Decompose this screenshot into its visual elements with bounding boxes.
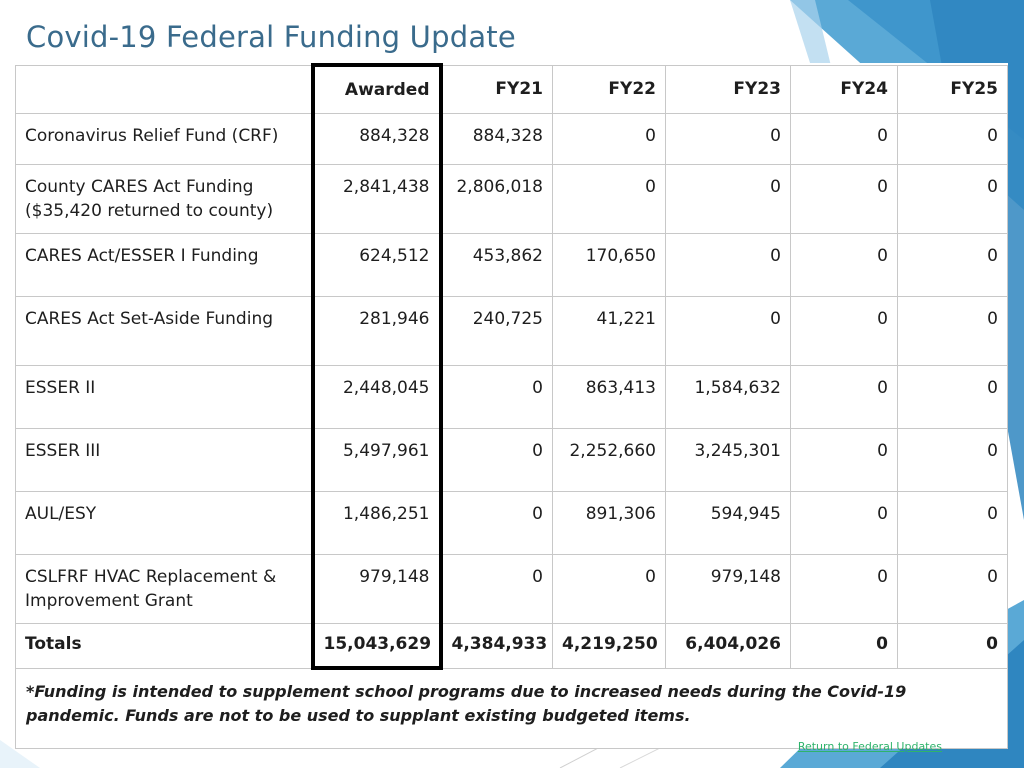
cell-fy22: 0: [552, 164, 666, 234]
cell-fy21: 240,725: [440, 296, 553, 366]
cell-awarded: 624,512: [310, 233, 443, 297]
cell-fy21: 2,806,018: [440, 164, 553, 234]
cell-fy22: 170,650: [552, 233, 666, 297]
table-row: Coronavirus Relief Fund (CRF) 884,328 88…: [15, 113, 1008, 165]
cell-fy23: 979,148: [665, 554, 791, 624]
cell-fy25: 0: [897, 233, 1008, 297]
cell-fy21: 884,328: [440, 113, 553, 165]
cell-fy23: 0: [665, 164, 791, 234]
cell-awarded: 884,328: [310, 113, 443, 165]
header-cell-awarded: Awarded: [310, 63, 443, 114]
table-row: AUL/ESY 1,486,251 0 891,306 594,945 0 0: [15, 491, 1008, 555]
cell-fy22: 0: [552, 554, 666, 624]
cell-awarded: 5,497,961: [310, 428, 443, 492]
cell-fy25: 0: [897, 554, 1008, 624]
table-row: CARES Act/ESSER I Funding 624,512 453,86…: [15, 233, 1008, 297]
row-label: CSLFRF HVAC Replacement & Improvement Gr…: [15, 554, 313, 624]
cell-fy24: 0: [790, 491, 898, 555]
table-row: County CARES Act Funding ($35,420 return…: [15, 164, 1008, 234]
table-row: CSLFRF HVAC Replacement & Improvement Gr…: [15, 554, 1008, 624]
cell-fy25: 0: [897, 113, 1008, 165]
row-label: AUL/ESY: [15, 491, 313, 555]
cell-fy25: 0: [897, 428, 1008, 492]
totals-label: Totals: [15, 623, 313, 669]
cell-fy24: 0: [790, 365, 898, 429]
cell-fy25: 0: [897, 491, 1008, 555]
cell-fy25: 0: [897, 365, 1008, 429]
header-cell-fy25: FY25: [897, 64, 1008, 114]
cell-fy22: 863,413: [552, 365, 666, 429]
cell-fy23: 594,945: [665, 491, 791, 555]
table-row: ESSER III 5,497,961 0 2,252,660 3,245,30…: [15, 428, 1008, 492]
header-cell-fy24: FY24: [790, 64, 898, 114]
cell-fy23: 0: [665, 296, 791, 366]
cell-fy21: 0: [440, 491, 553, 555]
table-row: ESSER II 2,448,045 0 863,413 1,584,632 0…: [15, 365, 1008, 429]
cell-fy21: 0: [440, 428, 553, 492]
total-fy22: 4,219,250: [552, 623, 666, 669]
funding-table: Awarded FY21 FY22 FY23 FY24 FY25 Coronav…: [15, 63, 1008, 749]
row-label: CARES Act/ESSER I Funding: [15, 233, 313, 297]
cell-fy21: 0: [440, 365, 553, 429]
cell-awarded: 2,841,438: [310, 164, 443, 234]
cell-fy24: 0: [790, 164, 898, 234]
total-fy24: 0: [790, 623, 898, 669]
row-label: CARES Act Set-Aside Funding: [15, 296, 313, 366]
total-fy21: 4,384,933: [440, 623, 553, 669]
row-label: ESSER II: [15, 365, 313, 429]
header-cell-fy23: FY23: [665, 64, 791, 114]
cell-fy21: 0: [440, 554, 553, 624]
cell-awarded: 1,486,251: [310, 491, 443, 555]
footnote-row: *Funding is intended to supplement schoo…: [15, 667, 1008, 749]
page-title: Covid-19 Federal Funding Update: [26, 20, 516, 54]
header-cell-empty: [15, 64, 313, 114]
cell-fy25: 0: [897, 164, 1008, 234]
totals-row: Totals 15,043,629 4,384,933 4,219,250 6,…: [15, 623, 1008, 670]
return-link[interactable]: Return to Federal Updates: [797, 740, 942, 753]
cell-awarded: 2,448,045: [310, 365, 443, 429]
cell-fy22: 891,306: [552, 491, 666, 555]
cell-fy23: 1,584,632: [665, 365, 791, 429]
cell-fy24: 0: [790, 113, 898, 165]
cell-fy22: 0: [552, 113, 666, 165]
cell-fy22: 41,221: [552, 296, 666, 366]
cell-fy25: 0: [897, 296, 1008, 366]
cell-fy24: 0: [790, 554, 898, 624]
cell-awarded: 979,148: [310, 554, 443, 624]
row-label: Coronavirus Relief Fund (CRF): [15, 113, 313, 165]
funding-footnote: *Funding is intended to supplement schoo…: [15, 667, 1008, 749]
total-awarded: 15,043,629: [310, 623, 443, 670]
cell-fy22: 2,252,660: [552, 428, 666, 492]
table-row: CARES Act Set-Aside Funding 281,946 240,…: [15, 296, 1008, 366]
header-cell-fy21: FY21: [440, 64, 553, 114]
cell-fy23: 0: [665, 113, 791, 165]
cell-fy21: 453,862: [440, 233, 553, 297]
cell-awarded: 281,946: [310, 296, 443, 366]
row-label: ESSER III: [15, 428, 313, 492]
total-fy25: 0: [897, 623, 1008, 669]
cell-fy24: 0: [790, 428, 898, 492]
funding-table-container: Awarded FY21 FY22 FY23 FY24 FY25 Coronav…: [15, 63, 1008, 749]
total-fy23: 6,404,026: [665, 623, 791, 669]
cell-fy24: 0: [790, 296, 898, 366]
cell-fy24: 0: [790, 233, 898, 297]
header-cell-fy22: FY22: [552, 64, 666, 114]
cell-fy23: 3,245,301: [665, 428, 791, 492]
row-label: County CARES Act Funding ($35,420 return…: [15, 164, 313, 234]
table-header-row: Awarded FY21 FY22 FY23 FY24 FY25: [15, 63, 1008, 114]
cell-fy23: 0: [665, 233, 791, 297]
